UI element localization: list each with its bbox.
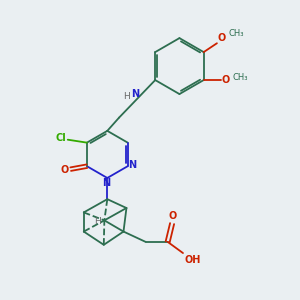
Text: N: N [131,89,139,99]
Text: H: H [94,217,101,226]
Text: Cl: Cl [56,133,66,143]
Text: O: O [60,165,68,175]
Text: N: N [128,160,136,170]
Text: O: O [222,75,230,85]
Text: CH₃: CH₃ [228,29,244,38]
Text: O: O [218,33,226,43]
Text: CH₃: CH₃ [232,73,248,82]
Text: O: O [169,211,177,221]
Text: H: H [124,92,130,101]
Text: OH: OH [184,255,200,265]
Text: N: N [102,178,110,188]
